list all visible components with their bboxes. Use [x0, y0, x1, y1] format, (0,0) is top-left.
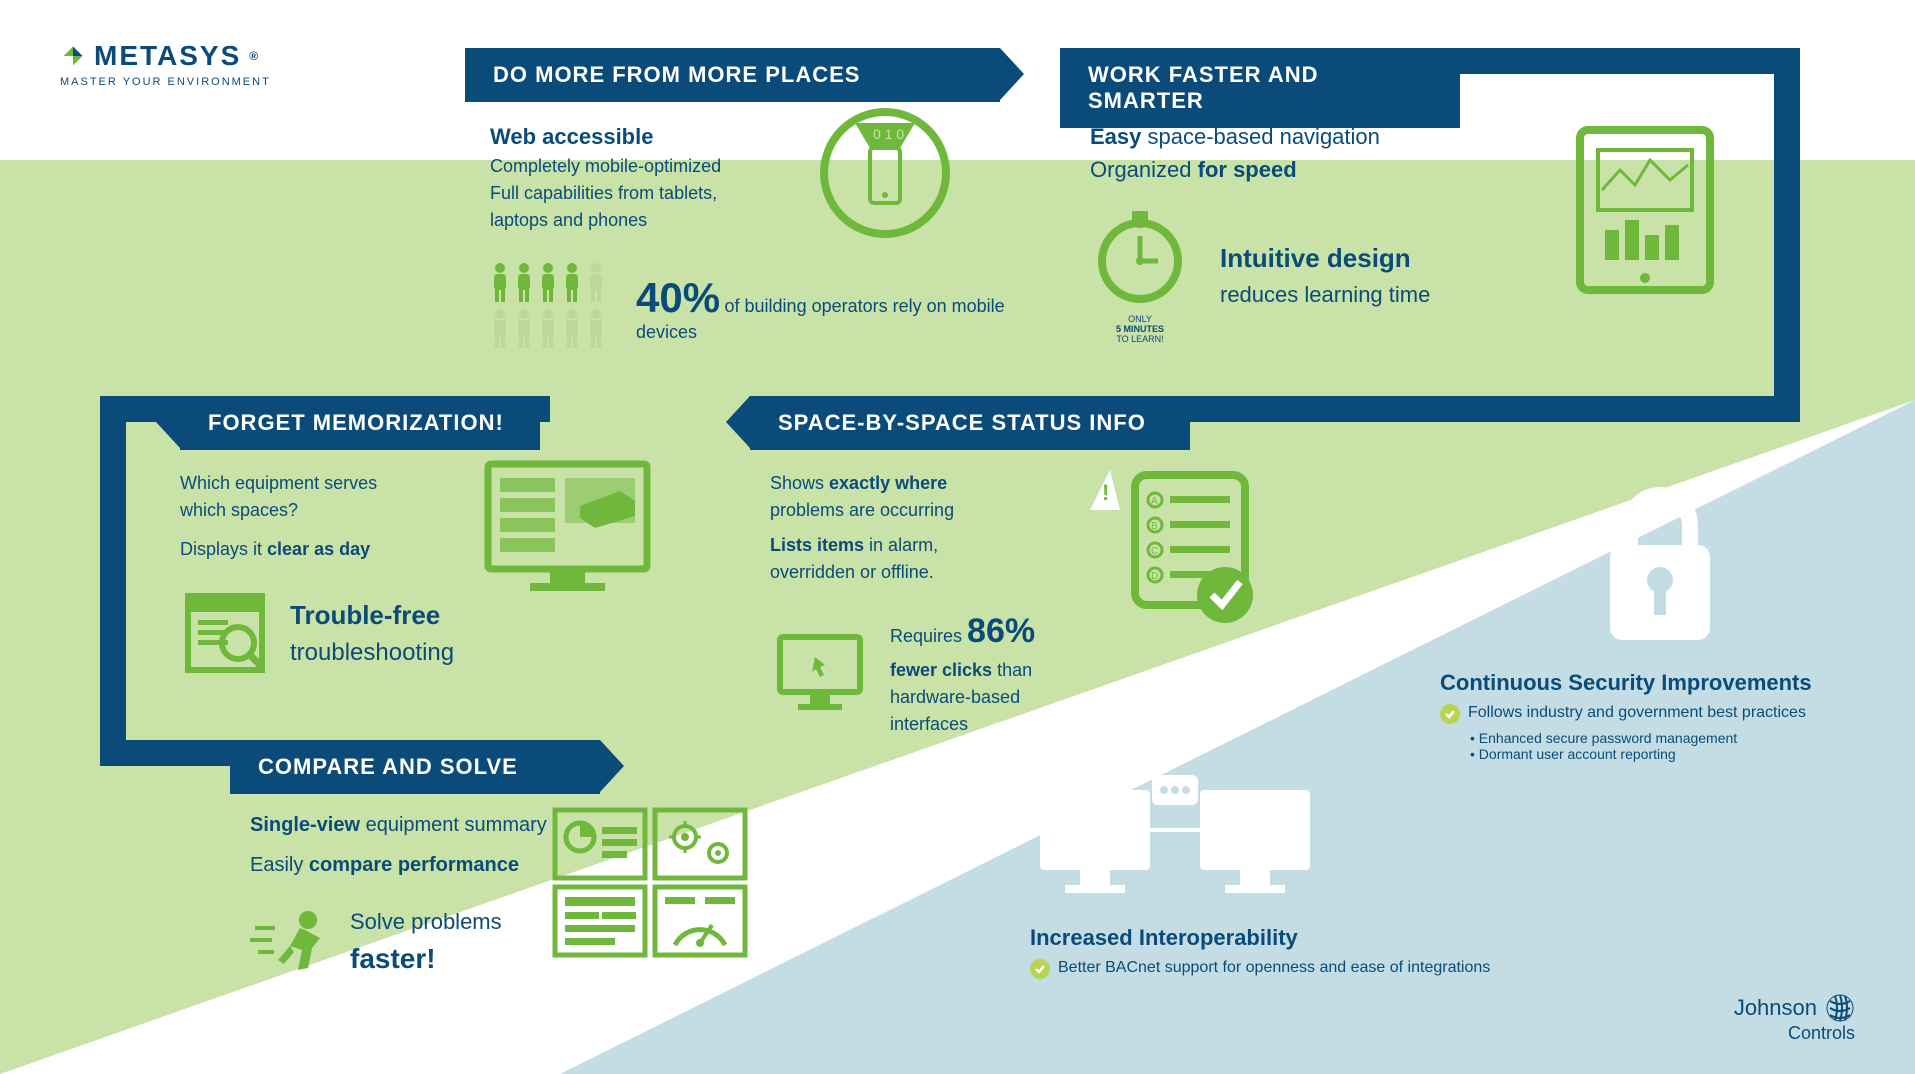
flow-left — [100, 396, 126, 766]
svg-text:C: C — [1151, 546, 1158, 557]
flow-right — [1774, 48, 1800, 396]
do-more-stat-pct: 40% — [636, 274, 720, 321]
svg-text:D: D — [1151, 571, 1158, 582]
banner-forget-mem-label: FORGET MEMORIZATION! — [208, 410, 504, 436]
svg-text:0 1 0: 0 1 0 — [873, 126, 904, 142]
banner-space-status-label: SPACE-BY-SPACE STATUS INFO — [778, 410, 1146, 436]
phone-icon: 0 1 0 — [820, 108, 950, 238]
security-bullet: Follows industry and government best pra… — [1440, 704, 1880, 724]
runner-icon — [250, 908, 335, 978]
monitor-click-icon — [770, 627, 870, 717]
flow-bottom — [100, 740, 230, 766]
interop-heading: Increased Interoperability — [1030, 925, 1530, 951]
banner-compare-solve-label: COMPARE AND SOLVE — [258, 754, 518, 780]
security-sub1: • Enhanced secure password management — [1470, 730, 1880, 746]
logo-tagline: MASTER YOUR ENVIRONMENT — [60, 76, 271, 88]
cs-sub-a: Solve problems — [350, 905, 502, 938]
footer-logo: Johnson Controls — [1734, 993, 1855, 1044]
banner-work-faster: WORK FASTER AND SMARTER — [1060, 48, 1460, 128]
stopwatch-icon — [1090, 206, 1190, 306]
wf-sub-heading: Intuitive design — [1220, 239, 1430, 278]
banner-space-status: SPACE-BY-SPACE STATUS INFO — [750, 396, 1190, 450]
monitors-link-icon — [1030, 760, 1320, 910]
logo-block: METASYS ® MASTER YOUR ENVIRONMENT — [60, 40, 271, 88]
footer-brand: Johnson — [1734, 995, 1817, 1021]
cs-sub-b: faster! — [350, 938, 502, 980]
checklist-icon: ! A B C D — [1080, 460, 1260, 635]
svg-text:B: B — [1151, 521, 1158, 532]
ss-l1: Shows exactly where problems are occurri… — [770, 470, 990, 524]
security-heading: Continuous Security Improvements — [1440, 670, 1880, 696]
fm-sub-text: troubleshooting — [290, 635, 454, 671]
footer-sub: Controls — [1734, 1023, 1855, 1044]
logo-text: METASYS — [94, 40, 241, 72]
banner-work-faster-label: WORK FASTER AND SMARTER — [1088, 62, 1432, 114]
ss-req-text: fewer clicks than hardware-based interfa… — [890, 657, 1070, 738]
timer-label: ONLY 5 MINUTES TO LEARN! — [1090, 315, 1190, 345]
banner-forget-mem: FORGET MEMORIZATION! — [180, 396, 540, 450]
fm-sub-heading: Trouble-free — [290, 596, 454, 635]
magnify-doc-icon — [180, 588, 270, 678]
fm-l1: Which equipment serves which spaces? — [180, 470, 410, 524]
check-icon — [1030, 959, 1050, 979]
svg-text:A: A — [1151, 496, 1158, 507]
banner-do-more: DO MORE FROM MORE PLACES — [465, 48, 1000, 102]
interop-bullet: Better BACnet support for openness and e… — [1030, 959, 1530, 979]
banner-compare-solve: COMPARE AND SOLVE — [230, 740, 600, 794]
tablet-chart-icon — [1570, 120, 1720, 305]
check-icon — [1440, 704, 1460, 724]
ss-l2: Lists items in alarm, overridden or offl… — [770, 532, 990, 586]
padlock-icon — [1595, 480, 1725, 650]
do-more-line2: Full capabilities from tablets, laptops … — [490, 180, 750, 234]
logo-brand: METASYS ® — [60, 40, 271, 72]
logo-registered: ® — [249, 49, 260, 63]
people-icon-grid — [490, 262, 606, 354]
equipment-monitor-icon — [480, 456, 655, 606]
ss-req: Requires 86% — [890, 606, 1070, 657]
wf-sub-text: reduces learning time — [1220, 278, 1430, 311]
svg-text:!: ! — [1102, 480, 1109, 505]
logo-mark-icon — [60, 43, 86, 69]
dashboard-tiles-icon — [550, 805, 750, 965]
jci-globe-icon — [1825, 993, 1855, 1023]
security-sub2: • Dormant user account reporting — [1470, 746, 1880, 762]
banner-do-more-label: DO MORE FROM MORE PLACES — [493, 62, 860, 88]
